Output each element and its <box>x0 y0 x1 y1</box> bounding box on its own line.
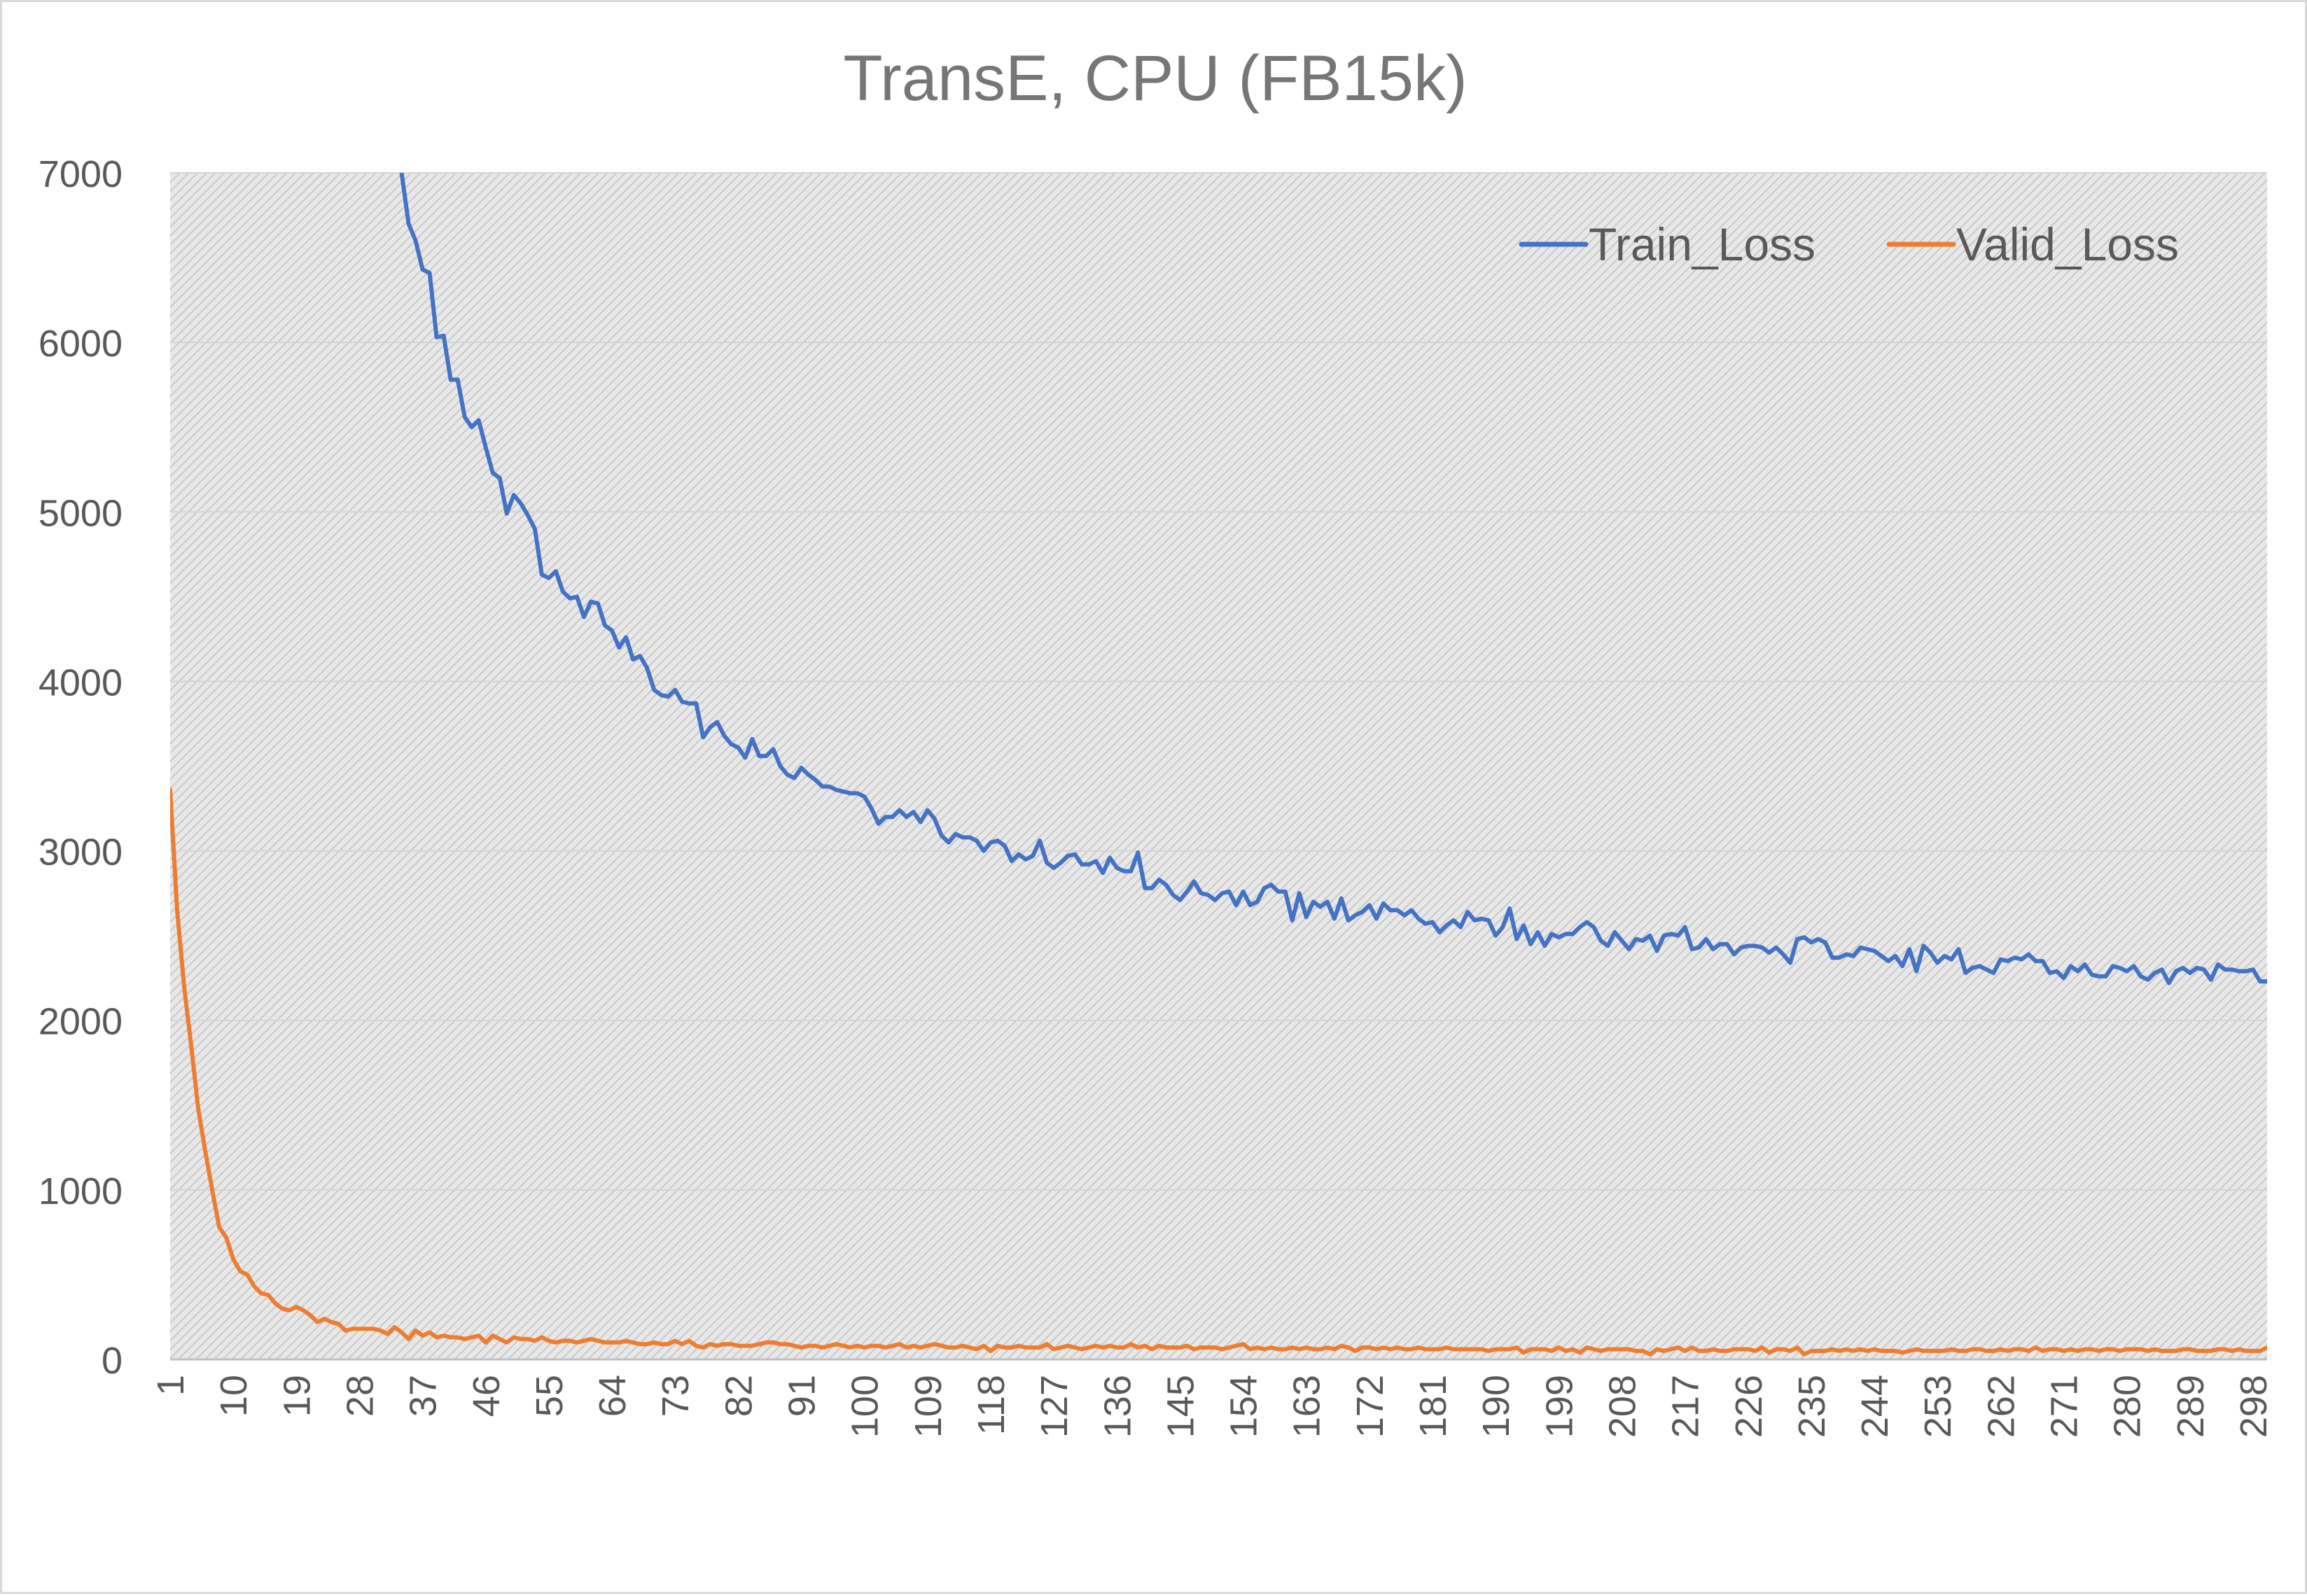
x-tick-label: 64 <box>592 1375 634 1417</box>
x-tick-label: 262 <box>1980 1375 2022 1438</box>
x-tick-label: 298 <box>2233 1375 2275 1438</box>
gridlines <box>170 172 2267 1361</box>
x-tick-label: 271 <box>2044 1375 2086 1438</box>
x-tick-label: 109 <box>907 1375 949 1438</box>
x-tick-label: 190 <box>1475 1375 1517 1438</box>
y-tick-label: 1000 <box>39 1170 123 1212</box>
legend-label: Train_Loss <box>1589 218 1815 270</box>
legend: Train_Loss Valid_Loss <box>1519 218 2179 270</box>
chart-title: TransE, CPU (FB15k) <box>843 43 1467 114</box>
x-tick-label: 1 <box>150 1375 192 1396</box>
y-tick-label: 4000 <box>39 662 123 704</box>
x-tick-label: 199 <box>1538 1375 1580 1438</box>
x-tick-label: 46 <box>466 1375 508 1417</box>
x-tick-label: 244 <box>1854 1375 1896 1438</box>
x-tick-label: 208 <box>1601 1375 1643 1438</box>
x-axis-ticks: 1 10 19 28 37 46 55 64 73 82 91 100 109 118 127 136 145 1… <box>150 1375 2275 1438</box>
x-tick-label: 181 <box>1412 1375 1454 1438</box>
series-lines <box>170 173 2267 1357</box>
x-tick-label: 37 <box>403 1375 445 1417</box>
x-tick-label: 55 <box>529 1375 571 1417</box>
x-tick-label: 127 <box>1033 1375 1075 1438</box>
x-tick-label: 172 <box>1349 1375 1391 1438</box>
x-tick-label: 217 <box>1665 1375 1707 1438</box>
x-tick-label: 163 <box>1286 1375 1328 1438</box>
x-tick-label: 226 <box>1728 1375 1770 1438</box>
x-tick-label: 145 <box>1159 1375 1201 1438</box>
series-line-train-loss <box>399 173 2267 986</box>
y-axis-ticks: 0 1000 2000 3000 4000 5000 6000 7000 <box>39 153 123 1382</box>
x-tick-label: 28 <box>339 1375 381 1417</box>
series-line-valid-loss <box>170 788 2267 1357</box>
x-tick-label: 100 <box>844 1375 886 1438</box>
x-tick-label: 154 <box>1223 1375 1265 1438</box>
x-tick-label: 91 <box>781 1375 823 1417</box>
x-tick-label: 235 <box>1791 1375 1833 1438</box>
x-tick-label: 253 <box>1917 1375 1959 1438</box>
y-tick-label: 3000 <box>39 832 123 874</box>
x-tick-label: 73 <box>655 1375 697 1417</box>
y-tick-label: 2000 <box>39 1001 123 1043</box>
x-tick-label: 118 <box>970 1375 1012 1435</box>
y-tick-label: 5000 <box>39 492 123 534</box>
y-tick-label: 0 <box>102 1340 123 1382</box>
x-tick-label: 289 <box>2170 1375 2212 1438</box>
plot-area <box>170 173 2267 1359</box>
x-tick-label: 82 <box>718 1375 760 1417</box>
x-tick-label: 10 <box>213 1375 255 1417</box>
x-tick-label: 136 <box>1096 1375 1138 1438</box>
y-tick-label: 6000 <box>39 323 123 365</box>
legend-label: Valid_Loss <box>1956 218 2179 270</box>
x-tick-label: 280 <box>2107 1375 2149 1438</box>
y-tick-label: 7000 <box>39 153 123 195</box>
x-tick-label: 19 <box>276 1375 318 1417</box>
